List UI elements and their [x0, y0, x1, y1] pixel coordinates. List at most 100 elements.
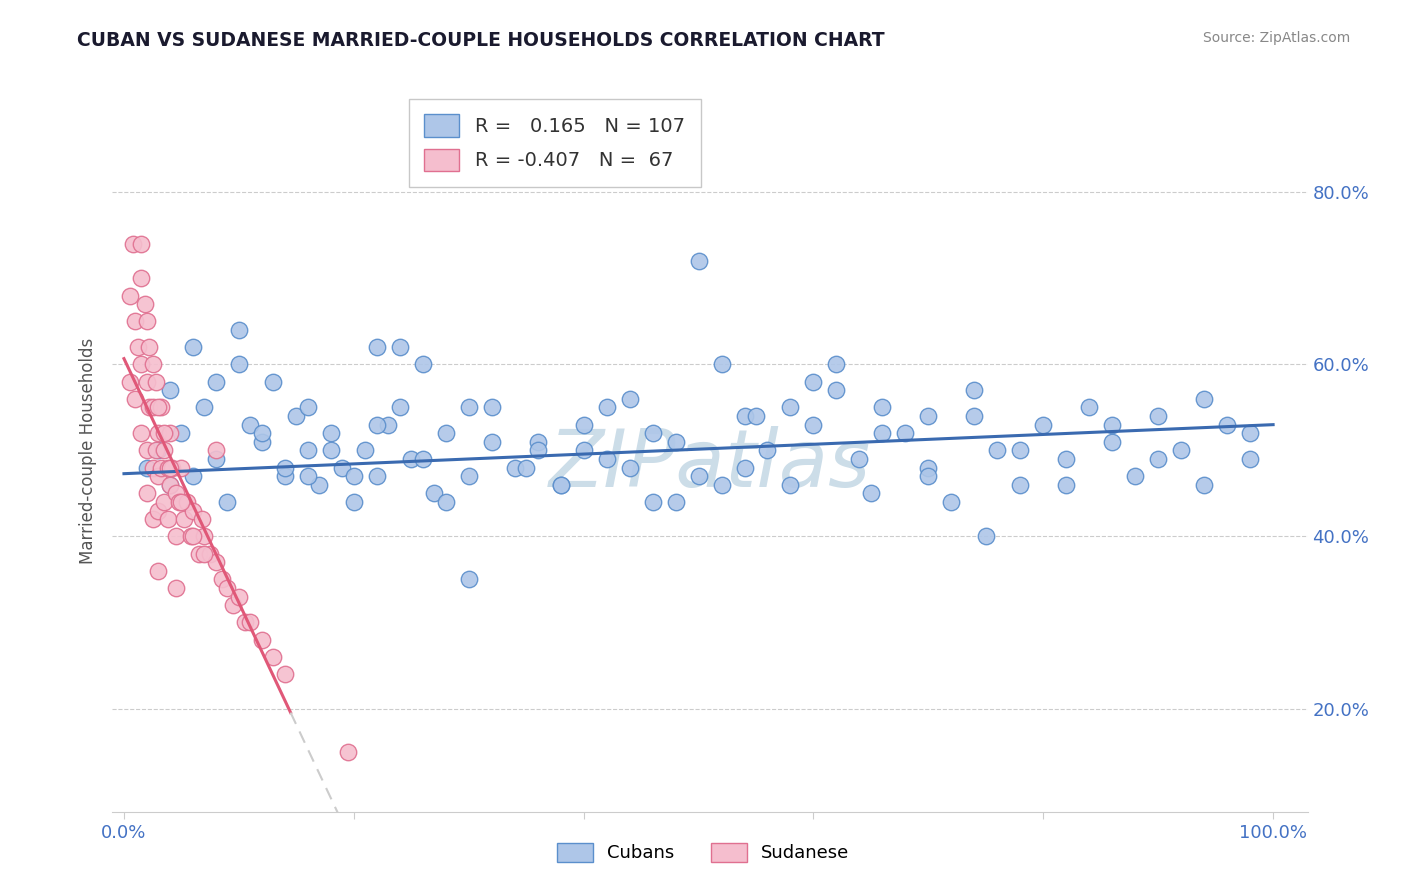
- Point: [423, 486, 446, 500]
- Point: [250, 426, 273, 441]
- Point: [319, 443, 342, 458]
- Point: [366, 417, 388, 432]
- Point: [148, 503, 170, 517]
- Y-axis label: Married-couple Households: Married-couple Households: [79, 337, 97, 564]
- Point: [595, 401, 617, 415]
- Point: [1192, 478, 1215, 492]
- Point: [136, 443, 159, 458]
- Point: [233, 615, 256, 630]
- Point: [457, 401, 479, 415]
- Point: [145, 375, 167, 389]
- Point: [710, 358, 733, 372]
- Point: [803, 375, 825, 389]
- Point: [250, 632, 273, 647]
- Point: [803, 417, 825, 432]
- Point: [963, 384, 986, 398]
- Point: [211, 573, 233, 587]
- Point: [641, 495, 664, 509]
- Point: [354, 443, 377, 458]
- Point: [619, 392, 641, 406]
- Point: [572, 443, 595, 458]
- Point: [1147, 452, 1170, 467]
- Point: [297, 401, 319, 415]
- Legend: R =   0.165   N = 107, R = -0.407   N =  67: R = 0.165 N = 107, R = -0.407 N = 67: [409, 99, 700, 186]
- Point: [457, 573, 479, 587]
- Point: [941, 495, 963, 509]
- Point: [124, 314, 146, 328]
- Point: [388, 401, 411, 415]
- Point: [1170, 443, 1192, 458]
- Point: [412, 452, 434, 467]
- Point: [162, 460, 183, 475]
- Point: [159, 384, 181, 398]
- Point: [343, 469, 366, 483]
- Point: [986, 443, 1008, 458]
- Point: [688, 254, 710, 268]
- Point: [129, 426, 152, 441]
- Point: [181, 469, 204, 483]
- Point: [734, 409, 756, 423]
- Point: [138, 401, 160, 415]
- Point: [1147, 409, 1170, 423]
- Point: [181, 340, 204, 354]
- Point: [756, 443, 779, 458]
- Point: [148, 564, 170, 578]
- Point: [917, 469, 939, 483]
- Point: [1054, 452, 1077, 467]
- Point: [377, 417, 399, 432]
- Point: [193, 401, 215, 415]
- Point: [872, 426, 894, 441]
- Point: [412, 358, 434, 372]
- Point: [572, 417, 595, 432]
- Point: [595, 452, 617, 467]
- Point: [134, 297, 156, 311]
- Point: [198, 547, 221, 561]
- Point: [193, 547, 215, 561]
- Point: [664, 495, 686, 509]
- Point: [148, 469, 170, 483]
- Point: [228, 590, 250, 604]
- Point: [688, 469, 710, 483]
- Point: [330, 460, 353, 475]
- Point: [153, 443, 176, 458]
- Point: [274, 667, 297, 681]
- Legend: Cubans, Sudanese: Cubans, Sudanese: [550, 836, 856, 870]
- Point: [1192, 392, 1215, 406]
- Point: [181, 503, 204, 517]
- Point: [1010, 443, 1032, 458]
- Point: [319, 426, 342, 441]
- Point: [641, 426, 664, 441]
- Point: [156, 460, 179, 475]
- Point: [176, 495, 198, 509]
- Point: [138, 340, 160, 354]
- Point: [262, 649, 284, 664]
- Point: [779, 478, 801, 492]
- Point: [917, 409, 939, 423]
- Point: [122, 237, 145, 252]
- Point: [550, 478, 572, 492]
- Point: [228, 323, 250, 337]
- Point: [274, 460, 297, 475]
- Point: [136, 460, 159, 475]
- Point: [153, 426, 176, 441]
- Point: [285, 409, 308, 423]
- Text: ZIPatlas: ZIPatlas: [548, 425, 872, 504]
- Point: [205, 443, 228, 458]
- Point: [205, 452, 228, 467]
- Point: [159, 460, 181, 475]
- Point: [159, 478, 181, 492]
- Point: [170, 495, 193, 509]
- Point: [1078, 401, 1101, 415]
- Point: [917, 460, 939, 475]
- Point: [664, 434, 686, 449]
- Point: [239, 615, 262, 630]
- Point: [297, 469, 319, 483]
- Point: [1123, 469, 1146, 483]
- Point: [165, 486, 187, 500]
- Point: [343, 495, 366, 509]
- Point: [239, 417, 262, 432]
- Point: [181, 529, 204, 543]
- Point: [401, 452, 423, 467]
- Point: [526, 434, 548, 449]
- Point: [145, 443, 167, 458]
